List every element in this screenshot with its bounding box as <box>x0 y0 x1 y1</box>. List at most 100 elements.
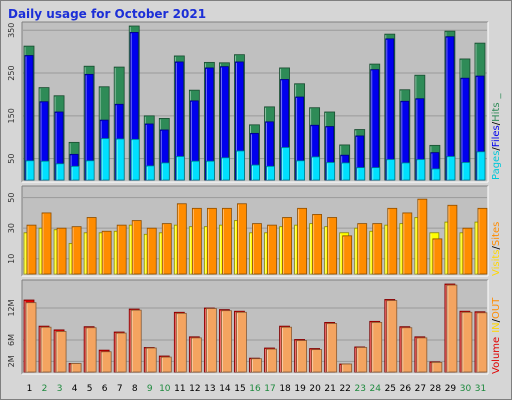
chart-title: Daily usage for October 2021 <box>8 7 207 21</box>
y-tick-label: 12M <box>7 299 16 316</box>
bar-visits <box>282 217 292 275</box>
bar-kbytes-out <box>145 347 157 373</box>
x-tick-label: 31 <box>475 384 486 394</box>
bar-visits <box>432 238 443 275</box>
legend-bottom-item: Volume <box>491 336 502 374</box>
x-tick-label: 2 <box>42 384 48 394</box>
bar-visits <box>447 204 458 275</box>
bar-visits <box>26 224 37 275</box>
bar-visits <box>477 207 488 275</box>
legend-middle-item: Sites <box>491 221 502 247</box>
bar-visits <box>327 217 338 275</box>
bar-kbytes-out <box>446 284 458 373</box>
bar-pages <box>281 147 290 181</box>
bar-pages <box>55 163 65 181</box>
bar-pages <box>416 159 426 181</box>
bar-pages <box>326 162 336 181</box>
x-tick-label: 5 <box>87 384 93 394</box>
bar-kbytes-out <box>281 326 292 373</box>
y-tick-label: 10 <box>7 254 16 264</box>
bar-pages <box>476 151 486 181</box>
bar-pages <box>356 167 366 181</box>
bar-pages <box>190 160 200 181</box>
y-tick-label: 350 <box>7 23 16 38</box>
legend-top-item: _ <box>491 93 502 99</box>
x-tick-label: 19 <box>294 384 306 394</box>
bar-pages <box>130 138 140 181</box>
bar-pages <box>160 162 170 181</box>
x-tick-label: 20 <box>309 384 321 394</box>
bar-visits <box>161 223 172 275</box>
bar-pages <box>386 159 396 181</box>
x-tick-label: 23 <box>354 384 365 394</box>
bar-pages <box>40 160 50 181</box>
bar-kbytes-out <box>401 327 413 373</box>
legend-top-item: Hits <box>491 102 502 122</box>
x-tick-label: 27 <box>415 384 426 394</box>
y-tick-label: 2M <box>7 355 16 367</box>
bar-pages <box>401 162 411 181</box>
bar-pages <box>145 165 155 181</box>
bar-visits <box>372 223 383 275</box>
bar-kbytes-out <box>311 349 323 373</box>
x-tick-label: 4 <box>72 384 78 394</box>
x-tick-label: 28 <box>430 384 442 394</box>
bar-pages <box>175 156 185 181</box>
bar-kbytes-out <box>40 326 52 373</box>
bar-kbytes-out <box>356 347 368 373</box>
bar-visits <box>176 203 187 275</box>
bar-kbytes-out <box>251 358 262 373</box>
y-tick-label: 150 <box>7 108 16 123</box>
x-tick-label: 22 <box>339 384 350 394</box>
bar-kbytes-out <box>296 340 307 373</box>
bar-kbytes-out <box>236 311 247 373</box>
legend-top-item: / <box>491 147 502 151</box>
bar-visits <box>312 214 323 275</box>
x-tick-label: 3 <box>57 384 63 394</box>
x-tick-label: 30 <box>460 384 472 394</box>
bar-visits <box>297 207 307 275</box>
bar-kbytes-out <box>190 337 202 373</box>
bar-pages <box>461 162 471 181</box>
bar-kbytes-out <box>416 337 428 373</box>
bar-kbytes-out <box>461 311 473 373</box>
bar-visits <box>357 223 368 275</box>
bar-kbytes-out <box>341 363 353 373</box>
bar-pages <box>341 162 351 181</box>
x-tick-label: 15 <box>234 384 245 394</box>
bar-kbytes-out <box>326 323 338 373</box>
bar-pages <box>115 138 125 181</box>
bar-kbytes-out <box>175 312 187 373</box>
x-tick-label: 26 <box>400 384 412 394</box>
bar-kbytes-out <box>85 327 97 373</box>
bar-visits <box>56 227 67 275</box>
bar-pages <box>221 157 230 181</box>
bar-kbytes-out <box>386 300 398 373</box>
x-tick-label: 7 <box>117 384 123 394</box>
x-tick-label: 9 <box>147 384 153 394</box>
x-tick-label: 17 <box>264 384 275 394</box>
legend-middle-item: / <box>491 246 502 250</box>
bar-kbytes-out <box>25 302 37 373</box>
legend-top: Pages/Files/Hits_ <box>491 93 502 180</box>
x-tick-label: 6 <box>102 384 108 394</box>
bar-pages <box>296 160 305 181</box>
bar-kbytes-out <box>130 309 142 373</box>
bar-pages <box>431 168 441 181</box>
x-tick-label: 14 <box>219 384 231 394</box>
legend-bottom-item: IN <box>491 322 502 333</box>
bar-visits <box>402 212 413 275</box>
legend-bottom: Volume IN/OUT <box>491 298 502 374</box>
bar-visits <box>222 207 232 275</box>
bar-kbytes-out <box>100 351 112 373</box>
bar-pages <box>205 160 215 181</box>
bar-visits <box>462 227 473 275</box>
legend-bottom-item: / <box>491 318 502 323</box>
legend-bottom-item: OUT <box>491 297 502 319</box>
bar-visits <box>417 198 428 275</box>
bar-pages <box>236 150 245 181</box>
y-tick-label: 50 <box>7 154 16 164</box>
x-tick-label: 10 <box>159 384 171 394</box>
bar-visits <box>191 207 202 275</box>
